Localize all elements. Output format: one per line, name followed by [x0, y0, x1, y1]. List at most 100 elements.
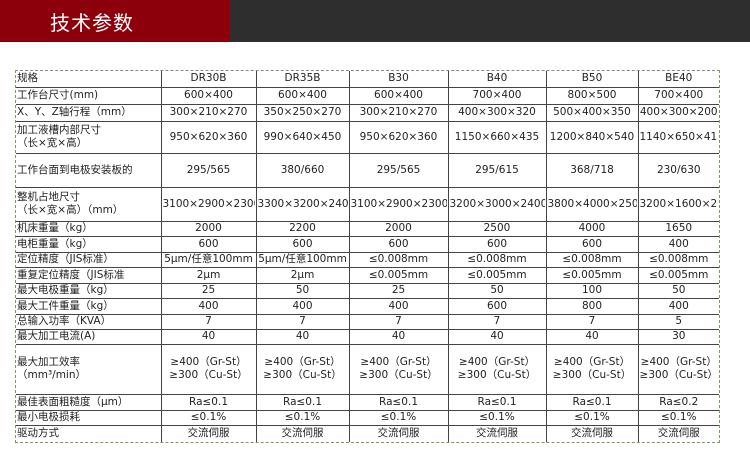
table-row: 工作台尺寸(mm) 600×400 600×400 600×400 700×400 800… — [16, 86, 719, 105]
header-label: 规格 — [16, 71, 162, 88]
table-cell: 7 — [160, 313, 257, 330]
table-cell: 7 — [255, 313, 350, 330]
column-header: B40 — [447, 71, 547, 88]
table-cell: 950×620×360 — [348, 120, 449, 154]
table-cell: ≤0.005mm — [637, 266, 719, 284]
table-cell-text: 950×620×360 — [359, 130, 438, 143]
table-cell-text: 380/660 — [280, 163, 325, 176]
table-cell: 30 — [637, 328, 719, 345]
table-cell-text: 295/615 — [475, 163, 519, 176]
table-cell-text: ≤0.008mm — [649, 253, 709, 265]
table-cell-text: 3800×4000×2500 — [547, 197, 637, 210]
table-cell: 400 — [348, 297, 449, 315]
table-cell: 5μm/任意100mm — [160, 251, 257, 268]
table-cell: 3200×3000×2400 — [447, 186, 547, 222]
table-cell-text: 400 — [668, 237, 689, 250]
table-cell: 2500 — [447, 220, 547, 237]
table-cell: 400 — [637, 297, 719, 315]
table-cell-text: Ra≤0.1 — [572, 395, 612, 408]
row-label-text: 最大工件重量（kg） — [17, 299, 114, 312]
table-cell: 600 — [348, 235, 449, 253]
row-label-text: 工作台尺寸(mm) — [17, 89, 99, 101]
column-header: B50 — [545, 71, 639, 88]
table-cell-text: 7 — [299, 315, 306, 327]
table-cell-text: 400 — [292, 299, 313, 312]
table-cell: Ra≤0.1 — [255, 393, 350, 411]
table-cell-text: 1140×650×410 — [639, 130, 719, 143]
table-cell-text: 400 — [388, 299, 409, 312]
column-header: B30 — [348, 71, 449, 88]
table-cell: 600×400 — [348, 86, 449, 105]
table-row: 最小电极损耗 ≤0.1% ≤0.1% ≤0.1% ≤0.1% ≤0.1% ≤0.1% — [16, 409, 719, 426]
table-cell: 600 — [255, 235, 350, 253]
table-cell-text: 4000 — [578, 222, 606, 234]
table-cell: ≤0.1% — [545, 409, 639, 426]
table-cell: 600×400 — [255, 86, 350, 105]
table-cell-text: 50 — [672, 284, 686, 296]
table-cell-text: 5μm/任意100mm — [164, 253, 253, 265]
row-label: 工作台面到电极安装板的 — [16, 152, 162, 188]
table-cell: ≤0.008mm — [348, 251, 449, 268]
table-cell-text: 5 — [675, 315, 683, 327]
table-cell: Ra≤0.1 — [447, 393, 547, 411]
table-cell: Ra≤0.1 — [348, 393, 449, 411]
table-cell: 25 — [348, 282, 449, 299]
table-cell-text: 40 — [201, 330, 216, 342]
table-cell-text: 500×400×350 — [553, 106, 631, 118]
column-header-text: BE40 — [665, 72, 693, 85]
row-label-text: 重复定位精度（JIS标准 — [17, 268, 125, 281]
table-cell-text: 3300×3200×2400 — [257, 197, 348, 210]
table-cell: 300×210×270 — [348, 103, 449, 122]
table-cell: 7 — [348, 313, 449, 330]
table-cell: 295/615 — [447, 152, 547, 188]
row-label: 电柜重量（kg） — [16, 235, 162, 253]
row-label-text: 最大电极重量（kg） — [17, 284, 114, 296]
table-cell: 50 — [637, 282, 719, 299]
table-cell-text: 2200 — [289, 222, 316, 234]
table-cell: 600 — [447, 297, 547, 315]
table-cell-text: ≥400（Gr-St） ≥300（Cu-St） — [169, 356, 248, 381]
table-cell-text: ≤0.1% — [479, 411, 515, 423]
row-label: 整机占地尺寸 （长×宽×高）（mm） — [16, 186, 162, 222]
table-cell-text: 600 — [486, 237, 508, 250]
table-cell-text: 交流伺服 — [187, 427, 230, 440]
table-row: 最大工件重量（kg） 400 400 400 600 800 400 — [16, 297, 719, 315]
table-cell-text: 25 — [201, 284, 216, 296]
table-cell-text: 交流伺服 — [657, 427, 700, 440]
table-row: 机床重量（kg） 2000 2200 2000 2500 4000 1650 — [16, 220, 719, 237]
row-label-text: 电柜重量（kg） — [17, 237, 93, 250]
table-row: 总输入功率（KVA） 7 7 7 7 7 5 — [16, 313, 719, 330]
table-cell: 3100×2900×2300 — [348, 186, 449, 222]
table-cell: 295/565 — [160, 152, 257, 188]
table-cell: 368/718 — [545, 152, 639, 188]
row-label: 最大加工电流(A) — [16, 328, 162, 345]
table-cell-text: 230/630 — [656, 163, 701, 176]
table-cell: 600 — [545, 235, 639, 253]
spec-table: 规格 DR30B DR35B B30 B40 B50 BE40 工作台尺寸(mm) 600×40… — [16, 71, 719, 442]
table-cell: 990×640×450 — [255, 120, 350, 154]
table-cell-text: 300×210×270 — [359, 106, 438, 118]
column-header-text: DR35B — [284, 72, 321, 85]
table-cell: ≤0.008mm — [447, 251, 547, 268]
table-row: 整机占地尺寸 （长×宽×高）（mm） 3100×2900×2300 3300×320… — [16, 186, 719, 222]
row-label: 总输入功率（KVA） — [16, 313, 162, 330]
table-cell-text: Ra≤0.1 — [283, 395, 322, 408]
table-cell: 1200×840×540 — [545, 120, 639, 154]
table-row: 定位精度（JIS标准） 5μm/任意100mm 5μm/任意100mm ≤0.008m… — [16, 251, 719, 268]
table-cell-text: ≤0.005mm — [368, 268, 429, 281]
table-cell: 40 — [348, 328, 449, 345]
table-cell: 500×400×350 — [545, 103, 639, 122]
table-cell-text: 700×400 — [654, 89, 704, 101]
table-row: 工作台面到电极安装板的 295/565 380/660 295/565 295/615 3… — [16, 152, 719, 188]
table-cell-text: 2μm — [290, 268, 315, 281]
table-cell: Ra≤0.1 — [160, 393, 257, 411]
table-cell-text: 600 — [292, 237, 313, 250]
table-cell: 400 — [160, 297, 257, 315]
row-label-text: 加工液槽内部尺寸 （长×宽×高） — [17, 124, 101, 149]
table-cell: Ra≤0.2 — [637, 393, 719, 411]
table-cell-text: 600 — [486, 299, 508, 312]
table-cell-text: ≤0.005mm — [467, 268, 527, 281]
table-cell-text: 400×300×320 — [458, 106, 536, 118]
table-cell: 2200 — [255, 220, 350, 237]
table-cell-text: ≥400（Gr-St） ≥300（Cu-St） — [457, 356, 537, 381]
